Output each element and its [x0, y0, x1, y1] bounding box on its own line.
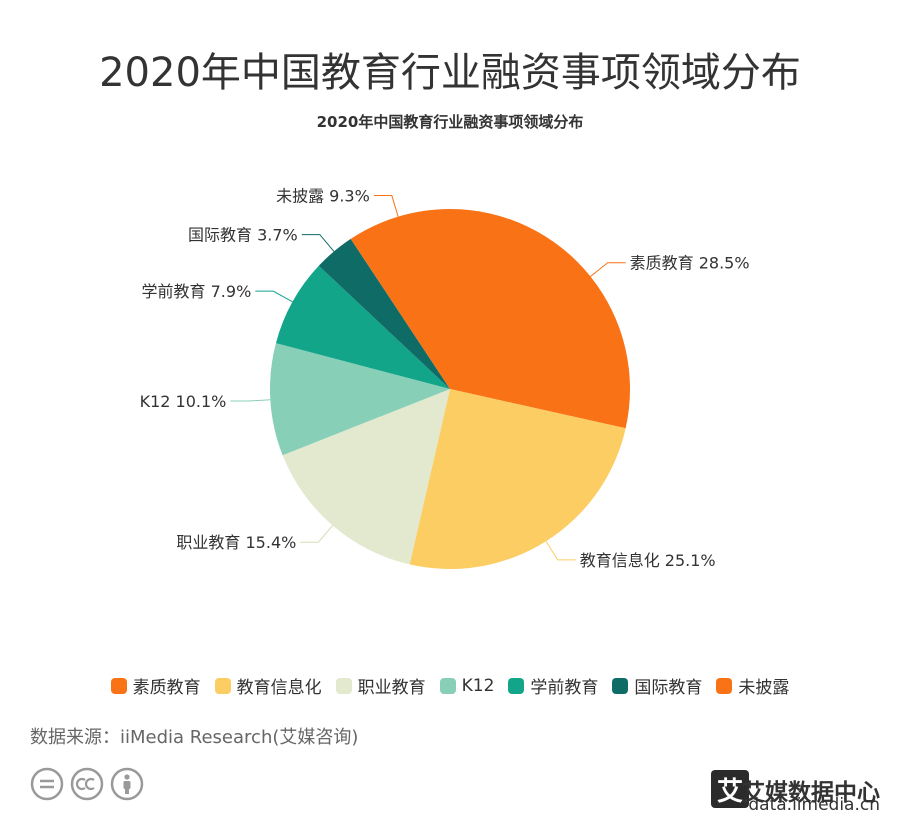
leader-line [545, 541, 576, 561]
legend-swatch [439, 677, 456, 694]
slice-data-label: 未披露 9.3% [276, 187, 370, 206]
legend-item[interactable]: 未披露 [716, 673, 789, 698]
legend-label: 教育信息化 [236, 678, 322, 698]
legend-swatch [612, 677, 629, 694]
legend-label: 未披露 [738, 678, 790, 698]
legend-item[interactable]: 素质教育 [110, 673, 201, 698]
pie-slice [275, 265, 450, 389]
legend-label: K12 [461, 675, 495, 696]
legend-item[interactable]: K12 [439, 675, 495, 696]
legend-item[interactable]: 教育信息化 [214, 673, 322, 698]
slice-data-label: 素质教育 28.5% [630, 254, 750, 273]
pie-slice [450, 209, 630, 429]
license-icons [30, 767, 144, 801]
leader-line [301, 234, 335, 252]
slice-data-label: 学前教育 7.9% [142, 282, 252, 301]
leader-line [230, 399, 271, 402]
slice-data-label: 教育信息化 25.1% [580, 551, 716, 570]
brand-name: 艾媒数据中心 [742, 780, 880, 806]
legend-swatch [508, 677, 525, 694]
equal-sign-icon [30, 767, 64, 801]
leader-line [255, 290, 293, 303]
pie-slice [318, 238, 450, 389]
page-title: 2020年中国教育行业融资事项领域分布 [99, 50, 801, 96]
pie-slice [270, 343, 450, 456]
chart-legend: 素质教育 教育信息化 职业教育 K12 学前教育 国际教育 未披露 [0, 673, 900, 698]
leader-line [300, 525, 334, 543]
pie-slice [282, 389, 450, 565]
legend-label: 学前教育 [530, 678, 599, 698]
brand-logo-icon: 艾 [711, 770, 749, 808]
slice-data-label: 职业教育 15.4% [176, 533, 296, 552]
slice-data-label: K12 10.1% [140, 392, 227, 411]
data-source: 数据来源：iiMedia Research(艾媒咨询) [30, 727, 359, 748]
attribution-person-icon [110, 767, 144, 801]
leader-line [590, 262, 626, 277]
legend-label: 职业教育 [357, 678, 426, 698]
brand-url: data.iimedia.cn [748, 795, 880, 815]
pie-slice [350, 209, 450, 389]
legend-swatch [716, 677, 733, 694]
leader-line [373, 195, 399, 217]
legend-swatch [214, 677, 231, 694]
legend-label: 国际教育 [634, 678, 703, 698]
creative-commons-icon [70, 767, 104, 801]
legend-item[interactable]: 职业教育 [335, 673, 426, 698]
legend-label: 素质教育 [132, 678, 201, 698]
slice-data-label: 国际教育 3.7% [188, 226, 298, 245]
legend-swatch [110, 677, 127, 694]
pie-slice [409, 389, 626, 569]
legend-item[interactable]: 学前教育 [508, 673, 598, 698]
legend-item[interactable]: 国际教育 [612, 673, 702, 698]
chart-title: 2020年中国教育行业融资事项领域分布 [317, 113, 584, 131]
legend-swatch [335, 677, 352, 694]
